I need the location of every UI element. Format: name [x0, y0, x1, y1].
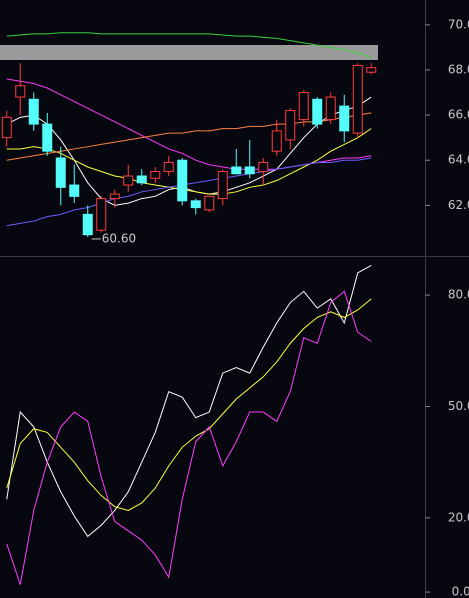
candle-body — [339, 105, 350, 132]
indicator-line — [6, 32, 372, 59]
y-tick-label: 64.00 — [448, 153, 469, 167]
indicator-line — [6, 290, 372, 585]
y-tick-label: 80.00 — [448, 288, 469, 302]
candle-body — [231, 166, 242, 175]
candle-body — [312, 98, 323, 125]
y-tick-label: 70.00 — [448, 17, 469, 31]
candle-body — [150, 171, 161, 179]
low-label: 60.60 — [102, 231, 136, 245]
candle-body — [69, 184, 80, 197]
candle-body — [366, 67, 377, 73]
candle-body — [271, 130, 282, 152]
candle-body — [298, 92, 309, 121]
candle-body — [42, 123, 53, 152]
y-tick-label: 20.00 — [448, 510, 469, 524]
y-tick-label: 66.00 — [448, 108, 469, 122]
candle-body — [190, 200, 201, 209]
y-tick-label: 50.00 — [448, 399, 469, 413]
highlight-band — [0, 45, 378, 60]
candle-body — [123, 175, 134, 186]
candle-body — [136, 175, 147, 184]
indicator-line — [6, 157, 372, 227]
y-tick-label: 68.00 — [448, 62, 469, 76]
candle-body — [163, 161, 174, 173]
y-tick-label: 0.00 — [452, 585, 469, 598]
candle-body — [258, 161, 269, 173]
candle-body — [217, 171, 228, 200]
y-tick-label: 62.00 — [448, 198, 469, 212]
candle-body — [15, 85, 26, 98]
candle-body — [82, 213, 93, 236]
candle-body — [352, 64, 363, 134]
candle-body — [28, 98, 39, 125]
candle-body — [109, 193, 120, 200]
candle-body — [96, 198, 107, 231]
candle-body — [177, 159, 188, 202]
indicator-line — [6, 112, 372, 161]
candle-body — [244, 166, 255, 175]
candle-body — [325, 96, 336, 121]
candle-body — [204, 195, 215, 211]
candle-body — [55, 157, 66, 188]
candle-body — [1, 116, 12, 139]
indicator-line — [6, 298, 372, 511]
candle-body — [285, 110, 296, 141]
indicator-line — [6, 264, 372, 538]
